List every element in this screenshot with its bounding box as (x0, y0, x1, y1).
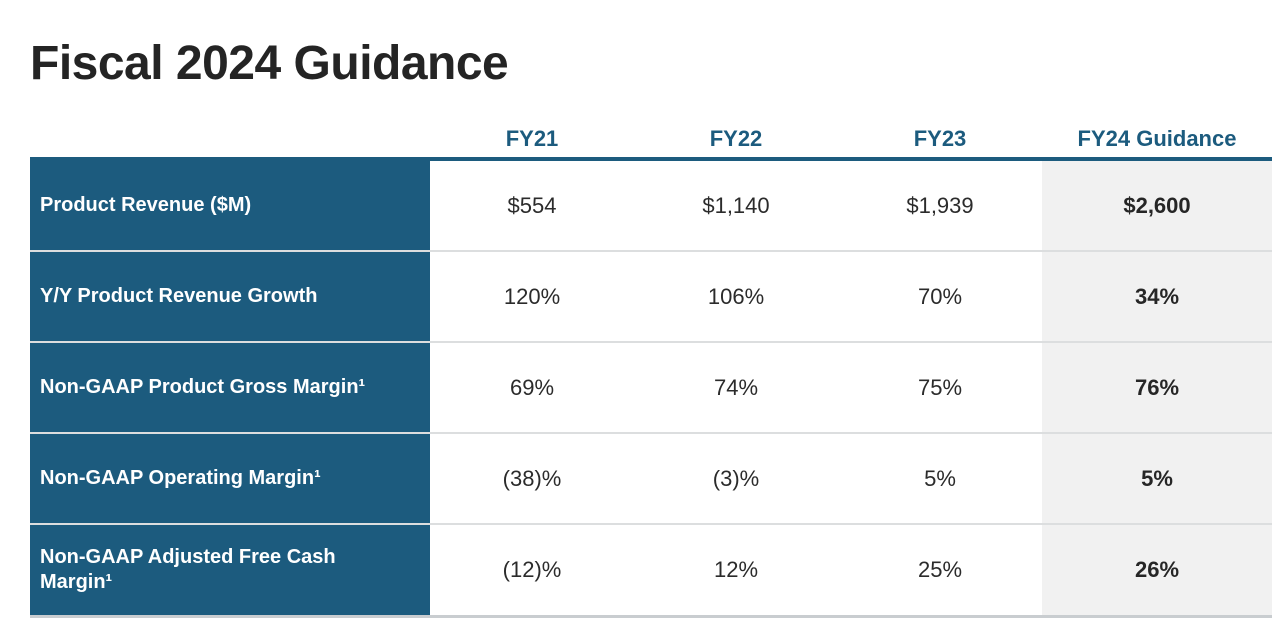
row-label-cell: Non-GAAP Product Gross Margin¹ (30, 342, 430, 434)
row-label-cell: Non-GAAP Operating Margin¹ (30, 433, 430, 525)
column-header-fy21: FY21 (430, 120, 634, 161)
value-cell: 106% (634, 251, 838, 343)
value-cell: 69% (430, 342, 634, 434)
value-cell: $1,939 (838, 159, 1042, 252)
value-cell: 12% (634, 524, 838, 618)
header-row: FY21 FY22 FY23 FY24 Guidance (30, 120, 1272, 161)
guidance-value-cell: 34% (1042, 251, 1272, 343)
guidance-value-cell: $2,600 (1042, 159, 1272, 252)
guidance-value-cell: 26% (1042, 524, 1272, 618)
value-cell: 5% (838, 433, 1042, 525)
table-row-gross-margin: Non-GAAP Product Gross Margin¹ 69% 74% 7… (30, 342, 1272, 434)
row-label-cell: Product Revenue ($M) (30, 159, 430, 252)
value-cell: 75% (838, 342, 1042, 434)
page-title: Fiscal 2024 Guidance (30, 37, 509, 90)
guidance-value-cell: 5% (1042, 433, 1272, 525)
value-cell: (12)% (430, 524, 634, 618)
row-label-cell: Non-GAAP Adjusted Free Cash Margin¹ (30, 524, 430, 618)
value-cell: $554 (430, 159, 634, 252)
row-label-cell: Y/Y Product Revenue Growth (30, 251, 430, 343)
table-row-revenue-growth: Y/Y Product Revenue Growth 120% 106% 70%… (30, 251, 1272, 343)
header-spacer-cell (30, 120, 430, 161)
table-row-free-cash-margin: Non-GAAP Adjusted Free Cash Margin¹ (12)… (30, 524, 1272, 618)
column-header-fy23: FY23 (838, 120, 1042, 161)
value-cell: 120% (430, 251, 634, 343)
value-cell: $1,140 (634, 159, 838, 252)
value-cell: 70% (838, 251, 1042, 343)
guidance-value-cell: 76% (1042, 342, 1272, 434)
value-cell: (3)% (634, 433, 838, 525)
column-header-fy22: FY22 (634, 120, 838, 161)
table-row-operating-margin: Non-GAAP Operating Margin¹ (38)% (3)% 5%… (30, 433, 1272, 525)
value-cell: 25% (838, 524, 1042, 618)
value-cell: (38)% (430, 433, 634, 525)
column-header-fy24-guidance: FY24 Guidance (1042, 120, 1272, 161)
table-row-product-revenue: Product Revenue ($M) $554 $1,140 $1,939 … (30, 159, 1272, 252)
guidance-table: FY21 FY22 FY23 FY24 Guidance Product Rev… (30, 120, 1272, 618)
value-cell: 74% (634, 342, 838, 434)
